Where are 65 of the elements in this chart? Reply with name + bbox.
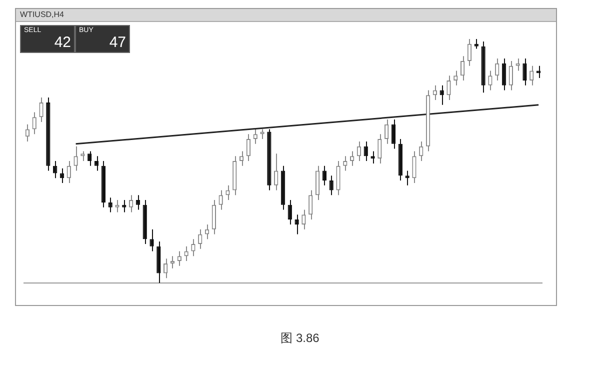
- candlestick: [136, 194, 140, 210]
- candlestick: [260, 128, 264, 140]
- candlestick: [508, 60, 513, 91]
- candlestick: [460, 56, 465, 81]
- candlestick: [128, 194, 134, 213]
- candlestick: [391, 119, 396, 150]
- candlestick: [405, 170, 410, 186]
- candlestick: [177, 250, 182, 266]
- candlestick: [329, 175, 334, 196]
- candlestick: [191, 238, 196, 257]
- candlestick: [39, 97, 44, 122]
- candlestick: [350, 150, 354, 166]
- candlestick: [274, 153, 278, 191]
- candlestick: [170, 256, 175, 269]
- candlestick: [150, 228, 154, 252]
- candlestick: [336, 160, 340, 196]
- candlestick: [198, 228, 202, 250]
- candlestick: [294, 214, 299, 235]
- candlestick: [364, 140, 368, 162]
- candlestick: [384, 119, 389, 144]
- candlestick: [74, 146, 78, 172]
- candlestick: [88, 150, 92, 166]
- candlestick: [115, 200, 120, 213]
- candlestick: [60, 168, 64, 184]
- candlestick: [440, 84, 444, 106]
- caption: 图 3.86: [280, 330, 320, 347]
- candlestick: [322, 165, 327, 186]
- candlestick: [253, 128, 258, 144]
- candlestick: [108, 197, 112, 213]
- candlestick: [122, 200, 126, 213]
- candlestick: [343, 156, 348, 172]
- candlestick: [502, 58, 506, 91]
- candlestick: [288, 200, 292, 225]
- candlestick: [488, 70, 492, 91]
- candlestick: [356, 140, 362, 162]
- candlestick: [536, 65, 541, 79]
- candlestick: [302, 209, 306, 230]
- candlestick: [467, 38, 472, 66]
- candlestick: [474, 38, 478, 50]
- candlestick: [378, 134, 382, 164]
- candlestick: [184, 246, 188, 262]
- candlestick: [432, 84, 438, 100]
- candlestick: [80, 150, 85, 162]
- candlestick: [370, 150, 375, 164]
- candlestick: [530, 65, 534, 86]
- candlestick: [66, 160, 71, 184]
- candlestick: [32, 112, 36, 135]
- candlestick: [218, 190, 223, 210]
- candlestick: [94, 156, 99, 172]
- candlestick: [226, 184, 230, 201]
- annotation: 42: [53, 34, 71, 51]
- annotation: 47: [108, 34, 126, 51]
- candlestick: [239, 150, 244, 166]
- candlestick: [246, 134, 251, 162]
- candlestick: [516, 58, 520, 72]
- candlestick: [212, 200, 216, 235]
- candlestick: [522, 58, 527, 86]
- candlestick: [454, 70, 458, 86]
- candlestick: [412, 150, 416, 184]
- candlestick: [446, 75, 451, 100]
- candlestick: [419, 140, 424, 162]
- chart-title: WTIUSD,H4: [16, 9, 556, 22]
- candlestick: [495, 58, 500, 81]
- candlestick: [164, 258, 168, 279]
- candlestick: [308, 190, 313, 220]
